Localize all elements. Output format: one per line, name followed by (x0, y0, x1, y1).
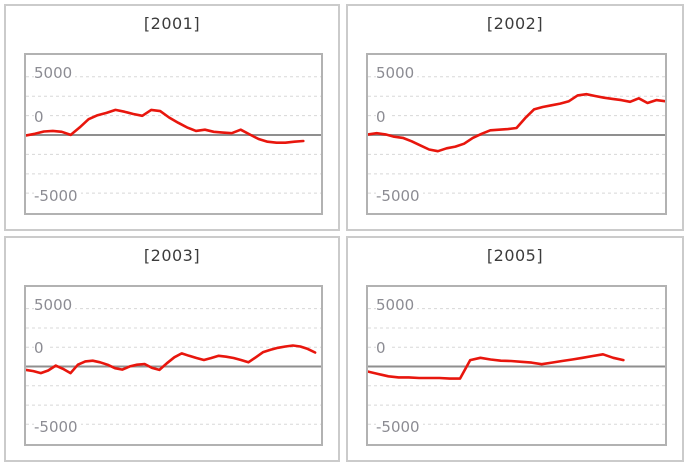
y-axis-label-neg5000: -5000 (34, 187, 81, 204)
chart-panel-2005: [2005] 5000 0 -5000 (346, 236, 684, 462)
chart-grid: [2001] 5000 0 -5000 [2002] 5000 0 -5000 … (4, 4, 684, 462)
chart-title: [2005] (486, 246, 544, 265)
y-axis-label-0: 0 (34, 340, 47, 357)
data-series-line (368, 353, 625, 380)
y-axis-label-neg5000: -5000 (376, 187, 423, 204)
data-series-line (26, 108, 305, 144)
plot-area: 5000 0 -5000 (24, 53, 323, 215)
chart-panel-2001: [2001] 5000 0 -5000 (4, 4, 340, 231)
y-axis-label-5000: 5000 (376, 296, 418, 313)
chart-panel-2002: [2002] 5000 0 -5000 (346, 4, 684, 231)
chart-title: [2001] (143, 14, 201, 33)
chart-panel-2003: [2003] 5000 0 -5000 (4, 236, 340, 462)
plot-area: 5000 0 -5000 (366, 285, 667, 446)
y-axis-label-neg5000: -5000 (376, 418, 423, 435)
y-axis-label-5000: 5000 (34, 65, 76, 82)
y-axis-label-0: 0 (376, 340, 389, 357)
plot-area: 5000 0 -5000 (366, 53, 667, 215)
y-axis-label-neg5000: -5000 (34, 418, 81, 435)
chart-title: [2003] (143, 246, 201, 265)
y-axis-label-0: 0 (376, 108, 389, 125)
plot-area: 5000 0 -5000 (24, 285, 323, 446)
data-series-line (368, 92, 665, 153)
line-chart-svg (368, 308, 665, 425)
y-axis-label-5000: 5000 (376, 65, 418, 82)
data-series-line (26, 344, 317, 375)
chart-title: [2002] (486, 14, 544, 33)
y-axis-label-5000: 5000 (34, 296, 76, 313)
y-axis-label-0: 0 (34, 108, 47, 125)
